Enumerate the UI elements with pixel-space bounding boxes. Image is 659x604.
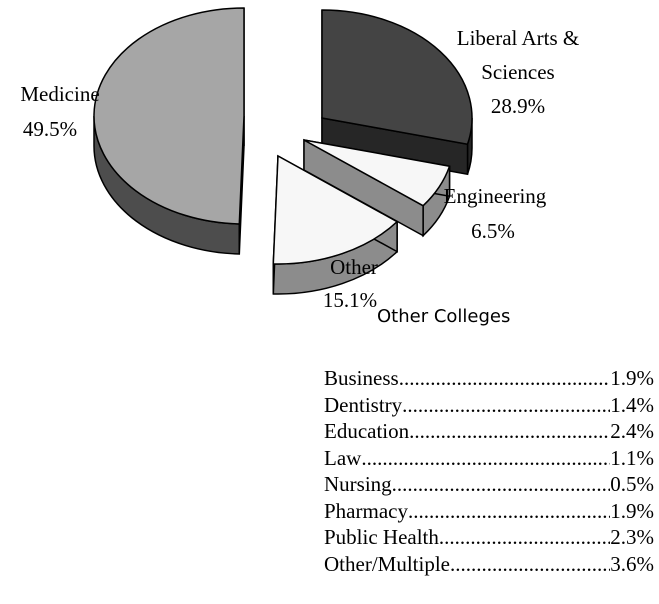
slice-label-liberal-arts: Liberal Arts & Sciences 28.9% — [457, 26, 579, 118]
pie-slices — [93, 7, 473, 295]
college-value: 1.4% — [610, 392, 654, 417]
table-row: Public Health 2.3% — [324, 524, 654, 551]
pie-chart: Medicine 49.5% Liberal Arts & Sciences 2… — [20, 7, 579, 312]
category-label: Medicine — [20, 82, 99, 106]
college-name: Public Health — [324, 525, 439, 549]
college-value: 1.1% — [610, 445, 654, 470]
leader-dots — [399, 365, 611, 392]
category-label: Other — [330, 255, 378, 279]
other-colleges-table: Business 1.9% Dentistry 1.4% Education 2.4%… — [324, 365, 654, 577]
college-value: 2.4% — [610, 419, 654, 443]
leader-dots — [392, 471, 611, 498]
table-row: Business 1.9% — [324, 365, 654, 392]
leader-dots — [408, 498, 610, 525]
slice-top — [93, 7, 245, 225]
college-value: 2.3% — [610, 525, 654, 549]
leader-dots — [409, 418, 610, 445]
college-name: Other/Multiple — [324, 551, 450, 576]
other-colleges-title: Other Colleges — [377, 306, 511, 327]
slice-top — [272, 154, 399, 265]
slice-other — [272, 154, 399, 295]
college-name: Education — [324, 419, 410, 443]
slice-top — [303, 139, 451, 207]
category-label: Liberal Arts & — [457, 26, 579, 50]
leader-dots — [450, 551, 610, 578]
college-value: 1.9% — [610, 498, 654, 523]
slice-top — [321, 9, 473, 146]
college-value: 3.6% — [610, 551, 654, 576]
slice-liberal-arts — [321, 9, 473, 176]
slice-label-medicine: Medicine 49.5% — [20, 82, 99, 141]
category-label: Engineering — [444, 184, 547, 208]
college-name: Pharmacy — [324, 498, 408, 523]
table-row: Nursing 0.5% — [324, 471, 654, 498]
college-name: Nursing — [324, 472, 392, 496]
leader-dots — [361, 445, 610, 472]
table-row: Law 1.1% — [324, 445, 654, 472]
college-name: Dentistry — [324, 392, 403, 417]
value-label: 49.5% — [23, 117, 77, 141]
slice-label-other: Other 15.1% — [323, 255, 378, 312]
table-row: Education 2.4% — [324, 418, 654, 445]
value-label: 6.5% — [471, 219, 515, 243]
category-label: Sciences — [481, 60, 554, 84]
table-row: Pharmacy 1.9% — [324, 498, 654, 525]
slice-medicine — [93, 7, 245, 255]
college-value: 0.5% — [610, 472, 654, 496]
leader-dots — [439, 524, 610, 551]
value-label: 15.1% — [323, 288, 377, 312]
table-row: Other/Multiple 3.6% — [324, 551, 654, 578]
slice-engineering — [303, 138, 451, 238]
table-row: Dentistry 1.4% — [324, 392, 654, 419]
leader-dots — [402, 392, 610, 419]
college-name: Business — [324, 366, 399, 390]
slice-label-engineering: Engineering 6.5% — [444, 184, 547, 243]
college-value: 1.9% — [610, 366, 654, 390]
college-name: Law — [324, 445, 362, 470]
value-label: 28.9% — [491, 94, 545, 118]
